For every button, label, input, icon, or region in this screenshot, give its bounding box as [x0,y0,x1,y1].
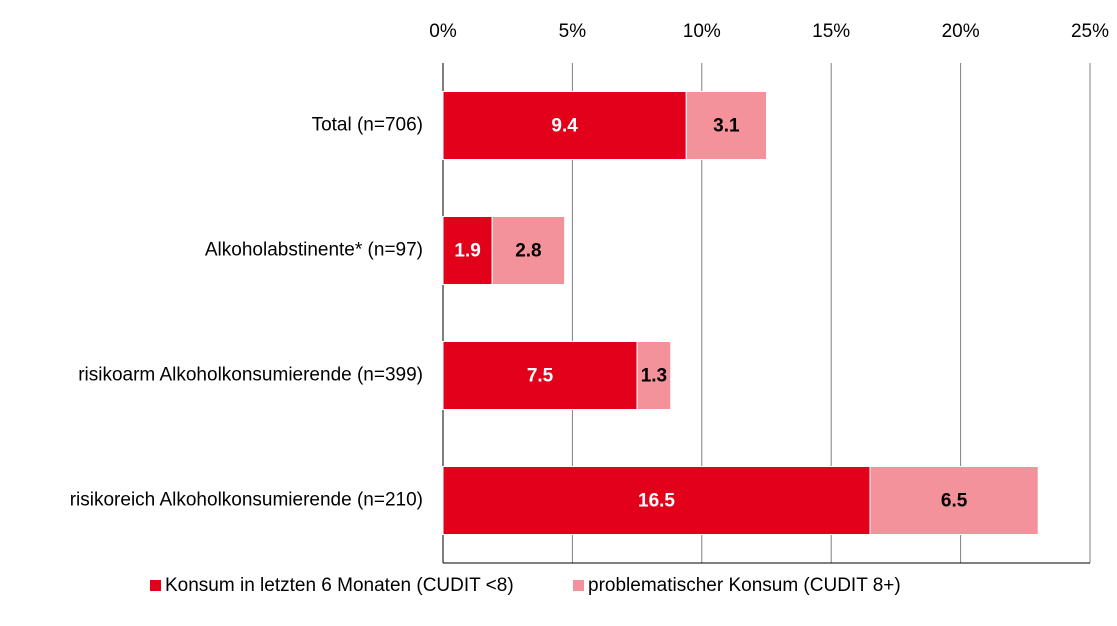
bar [685,91,767,160]
bar [636,341,672,410]
data-label: 1.3 [641,366,667,387]
x-tick-label: 10% [683,21,721,42]
bar [442,466,871,535]
data-label: 2.8 [515,241,541,262]
bar [442,91,687,160]
legend-label: problematischer Konsum (CUDIT 8+) [588,575,901,596]
y-tick-label: Alkoholabstinente* (n=97) [205,240,423,261]
y-tick-label: risikoreich Alkoholkonsumierende (n=210) [70,490,423,511]
legend-swatch [573,580,584,591]
x-tick-label: 20% [942,21,980,42]
data-label: 9.4 [551,116,578,137]
y-tick-label: Total (n=706) [312,115,423,136]
data-label: 6.5 [941,491,968,512]
x-tick-label: 0% [429,21,457,42]
legend-label: Konsum in letzten 6 Monaten (CUDIT <8) [165,575,514,596]
legend-swatch [150,580,161,591]
bar [491,216,566,285]
data-label: 7.5 [527,366,554,387]
y-tick-label: risikoarm Alkoholkonsumierende (n=399) [78,365,423,386]
x-tick-label: 25% [1071,21,1109,42]
x-tick-label: 5% [559,21,587,42]
data-label: 3.1 [713,116,740,137]
data-label: 1.9 [454,241,480,262]
data-label: 16.5 [638,491,675,512]
x-tick-label: 15% [812,21,850,42]
bar [869,466,1039,535]
